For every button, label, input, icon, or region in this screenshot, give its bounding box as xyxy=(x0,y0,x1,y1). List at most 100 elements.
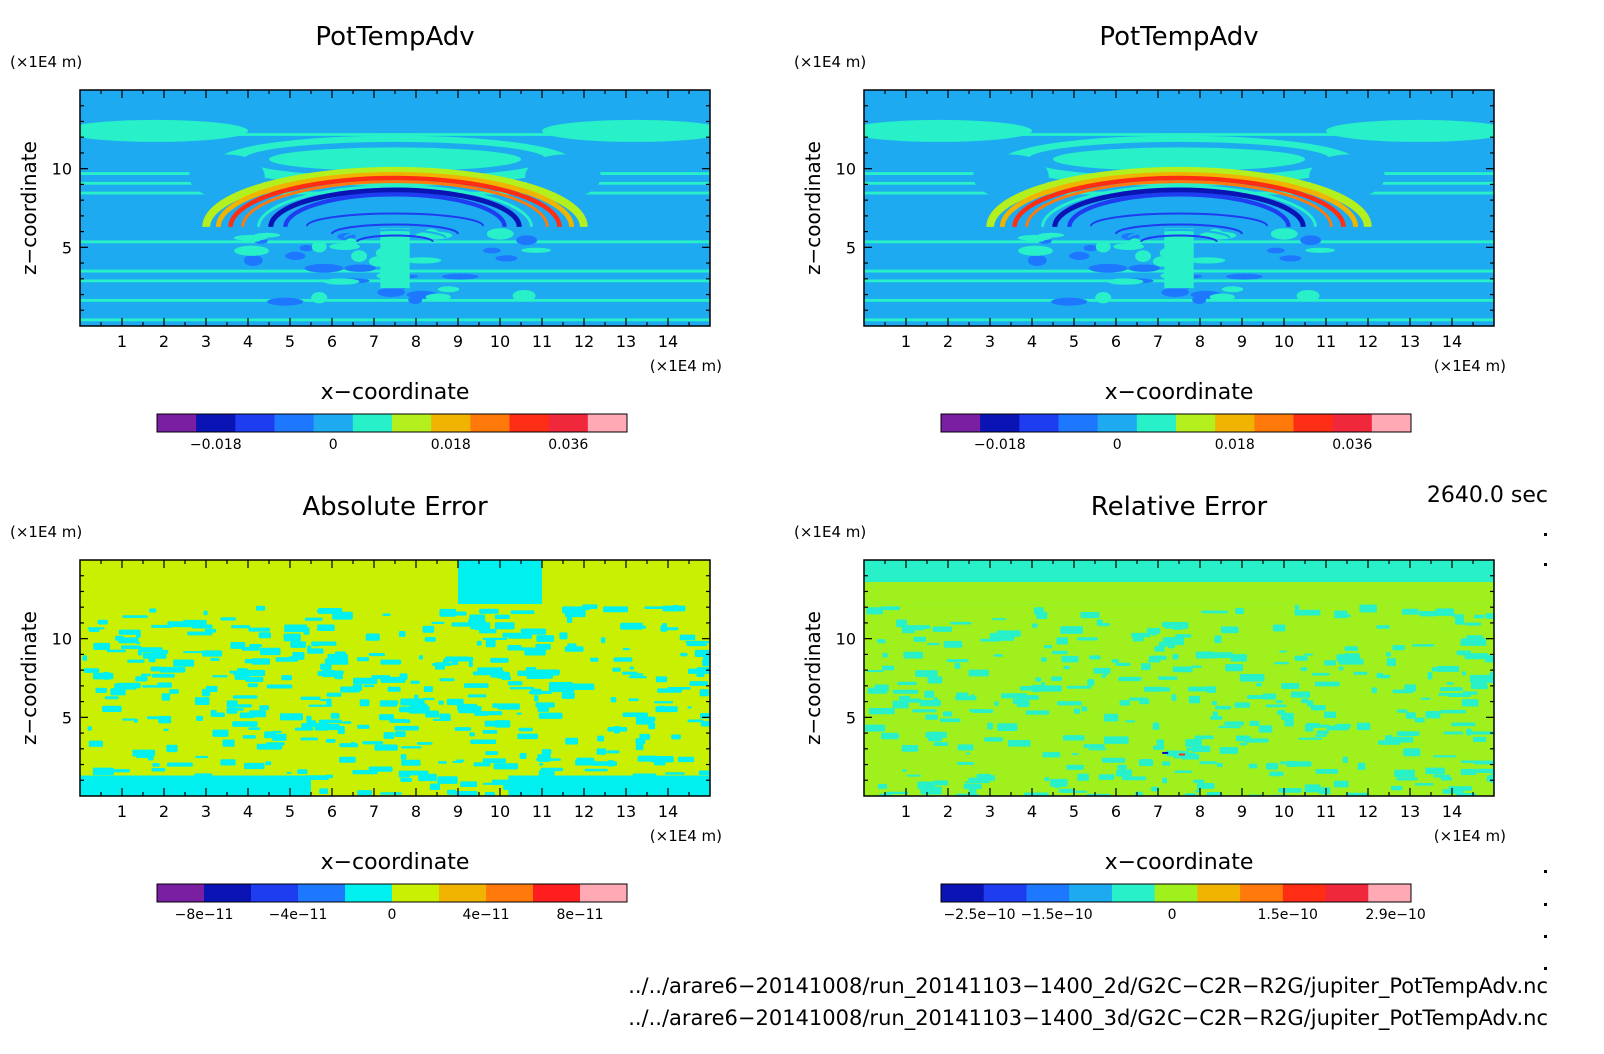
field-patch xyxy=(1427,671,1433,680)
field-patch xyxy=(272,733,287,741)
colorbar-tick-label: −0.018 xyxy=(190,437,242,453)
margin-dot xyxy=(1544,967,1547,970)
field-patch xyxy=(1121,776,1147,781)
field-patch xyxy=(314,722,330,731)
field-patch xyxy=(247,683,258,688)
field-patch xyxy=(1353,671,1368,675)
field-patch xyxy=(1392,689,1414,694)
field-patch xyxy=(957,744,974,751)
field-patch xyxy=(231,625,251,629)
field-patch xyxy=(1196,783,1215,789)
colorbar-frame xyxy=(940,883,1412,903)
x-tick-label: 2 xyxy=(159,802,169,821)
field-patch xyxy=(1103,713,1119,722)
field-patch xyxy=(606,750,620,754)
field-patch xyxy=(1462,691,1478,695)
field-patch xyxy=(230,642,246,649)
field-patch xyxy=(226,700,238,708)
x-axis-unit: (×1E4 m) xyxy=(1434,357,1506,375)
field-patch xyxy=(429,783,440,790)
colorbar-tick-label: 1.5e−10 xyxy=(1258,907,1318,923)
field-patch xyxy=(968,777,981,782)
time-label: 2640.0 sec xyxy=(1426,483,1548,508)
field-patch xyxy=(93,642,110,651)
field-patch xyxy=(1316,730,1329,735)
field-patch xyxy=(438,761,447,764)
field-arc xyxy=(257,184,533,227)
field-patch xyxy=(1072,790,1088,793)
field-patch xyxy=(698,770,710,776)
field-patch xyxy=(490,671,510,678)
field-blob xyxy=(516,235,538,246)
field-patch xyxy=(259,647,281,656)
field-patch xyxy=(1206,791,1223,796)
field-patch xyxy=(446,789,457,795)
colorbar-segment xyxy=(548,414,589,432)
field-patch xyxy=(229,670,248,674)
field-patch xyxy=(628,698,639,702)
field-patch xyxy=(653,701,674,704)
field-patch xyxy=(484,792,495,796)
field-patch xyxy=(1235,608,1244,614)
field-patch xyxy=(660,624,668,632)
field-patch xyxy=(423,697,435,701)
field-blob xyxy=(234,245,269,256)
field-ripple xyxy=(1140,234,1218,243)
field-patch xyxy=(994,701,999,706)
field-patch xyxy=(1371,687,1378,694)
field-patch xyxy=(991,618,1007,621)
field-patch xyxy=(438,700,444,705)
field-blob xyxy=(1296,289,1320,302)
x-axis-unit: (×1E4 m) xyxy=(1434,827,1506,845)
field-patch xyxy=(1191,745,1211,753)
plot-area xyxy=(80,560,710,796)
field-patch xyxy=(1214,705,1231,710)
x-tick-label: 9 xyxy=(453,802,463,821)
field-patch xyxy=(357,724,370,729)
field-patch xyxy=(142,652,167,659)
field-patch xyxy=(1175,752,1196,757)
field-blob xyxy=(1107,278,1144,285)
colorbar-segment xyxy=(1332,414,1373,432)
field-patch xyxy=(300,737,319,741)
field-patch xyxy=(1044,777,1050,782)
field-patch xyxy=(150,666,163,672)
field-patch xyxy=(882,652,888,658)
margin-dot xyxy=(1544,935,1547,938)
colorbar-segment xyxy=(274,414,315,432)
colorbar-segment xyxy=(251,884,299,902)
field-patch xyxy=(83,668,100,673)
field-patch xyxy=(491,779,513,786)
field-ripple xyxy=(1102,218,1256,231)
field-patch xyxy=(576,686,595,690)
file-path-3d: ../../arare6−20141008/run_20141103−1400_… xyxy=(628,1006,1548,1030)
field-patch xyxy=(1324,660,1336,666)
x-tick-label: 13 xyxy=(616,802,636,821)
colorbar-segment xyxy=(941,414,981,432)
colorbar-segment xyxy=(157,414,197,432)
plot-area xyxy=(864,90,1494,326)
field-patch xyxy=(655,676,668,683)
field-patch xyxy=(1188,695,1201,704)
field-arc xyxy=(268,187,522,228)
y-tick-label: 10 xyxy=(52,630,72,649)
colorbar-segment xyxy=(980,414,1020,432)
x-tick-label: 7 xyxy=(1153,332,1163,351)
colorbar-segment xyxy=(1058,414,1099,432)
colorbar-tick-label: 0.018 xyxy=(1215,437,1255,453)
field-arc xyxy=(215,171,575,227)
field-patch xyxy=(151,767,166,772)
field-patch xyxy=(1148,655,1167,660)
field-patch xyxy=(1225,663,1243,672)
field-patch xyxy=(425,710,440,718)
field-patch xyxy=(454,727,472,731)
field-blob xyxy=(1135,250,1152,262)
field-patch xyxy=(339,756,356,763)
field-patch xyxy=(88,740,103,747)
field-patch xyxy=(482,758,507,764)
field-patch xyxy=(368,652,385,657)
field-patch xyxy=(1451,722,1476,727)
colorbar-segment xyxy=(1069,884,1113,902)
field-patch xyxy=(864,724,886,732)
field-patch xyxy=(1054,783,1061,789)
